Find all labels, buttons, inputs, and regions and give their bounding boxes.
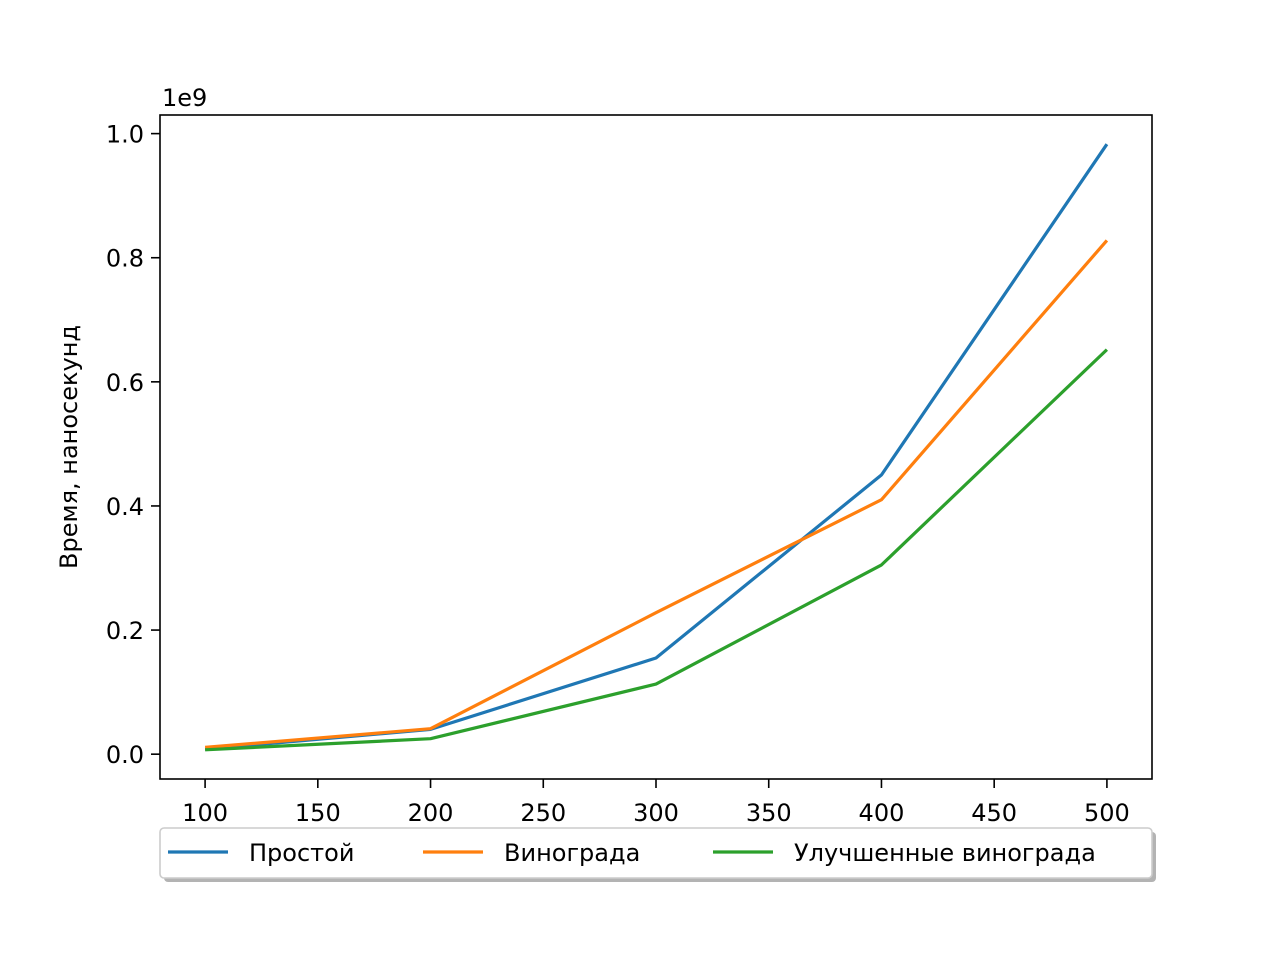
y-axis-label: Время, наносекунд: [55, 325, 83, 569]
x-tick-label: 250: [520, 799, 566, 827]
x-tick-label: 450: [971, 799, 1017, 827]
x-tick-label: 300: [633, 799, 679, 827]
y-tick-label: 0.6: [106, 369, 144, 397]
series-line-1: [204, 143, 1109, 751]
legend-label: Винограда: [504, 839, 640, 867]
y-offset-label: 1e9: [162, 84, 207, 112]
y-tick-label: 0.0: [106, 741, 144, 769]
series-line-3: [205, 348, 1109, 752]
legend-box: [159, 827, 1153, 879]
plot-frame: [159, 114, 1153, 780]
x-tick-label: 150: [295, 799, 341, 827]
x-tick-label: 400: [859, 799, 905, 827]
series-line-2: [204, 239, 1109, 749]
legend: Простой Винограда Улучшенные винограда: [159, 827, 1153, 879]
x-tick-label: 500: [1084, 799, 1130, 827]
y-tick-label: 1.0: [106, 121, 144, 149]
x-tick-label: 200: [408, 799, 454, 827]
y-tick-marks: 0.0 0.2 0.4 0.6 0.8 1.0: [106, 121, 160, 769]
series-lines: [204, 143, 1109, 752]
y-tick-label: 0.4: [106, 493, 144, 521]
legend-label: Улучшенные винограда: [794, 839, 1096, 867]
x-tick-label: 100: [182, 799, 228, 827]
x-tick-marks: 100 150 200 250 300 350 400 450 500: [182, 779, 1130, 827]
x-tick-label: 350: [746, 799, 792, 827]
y-tick-label: 0.2: [106, 617, 144, 645]
legend-label: Простой: [249, 839, 354, 867]
y-tick-label: 0.8: [106, 245, 144, 273]
